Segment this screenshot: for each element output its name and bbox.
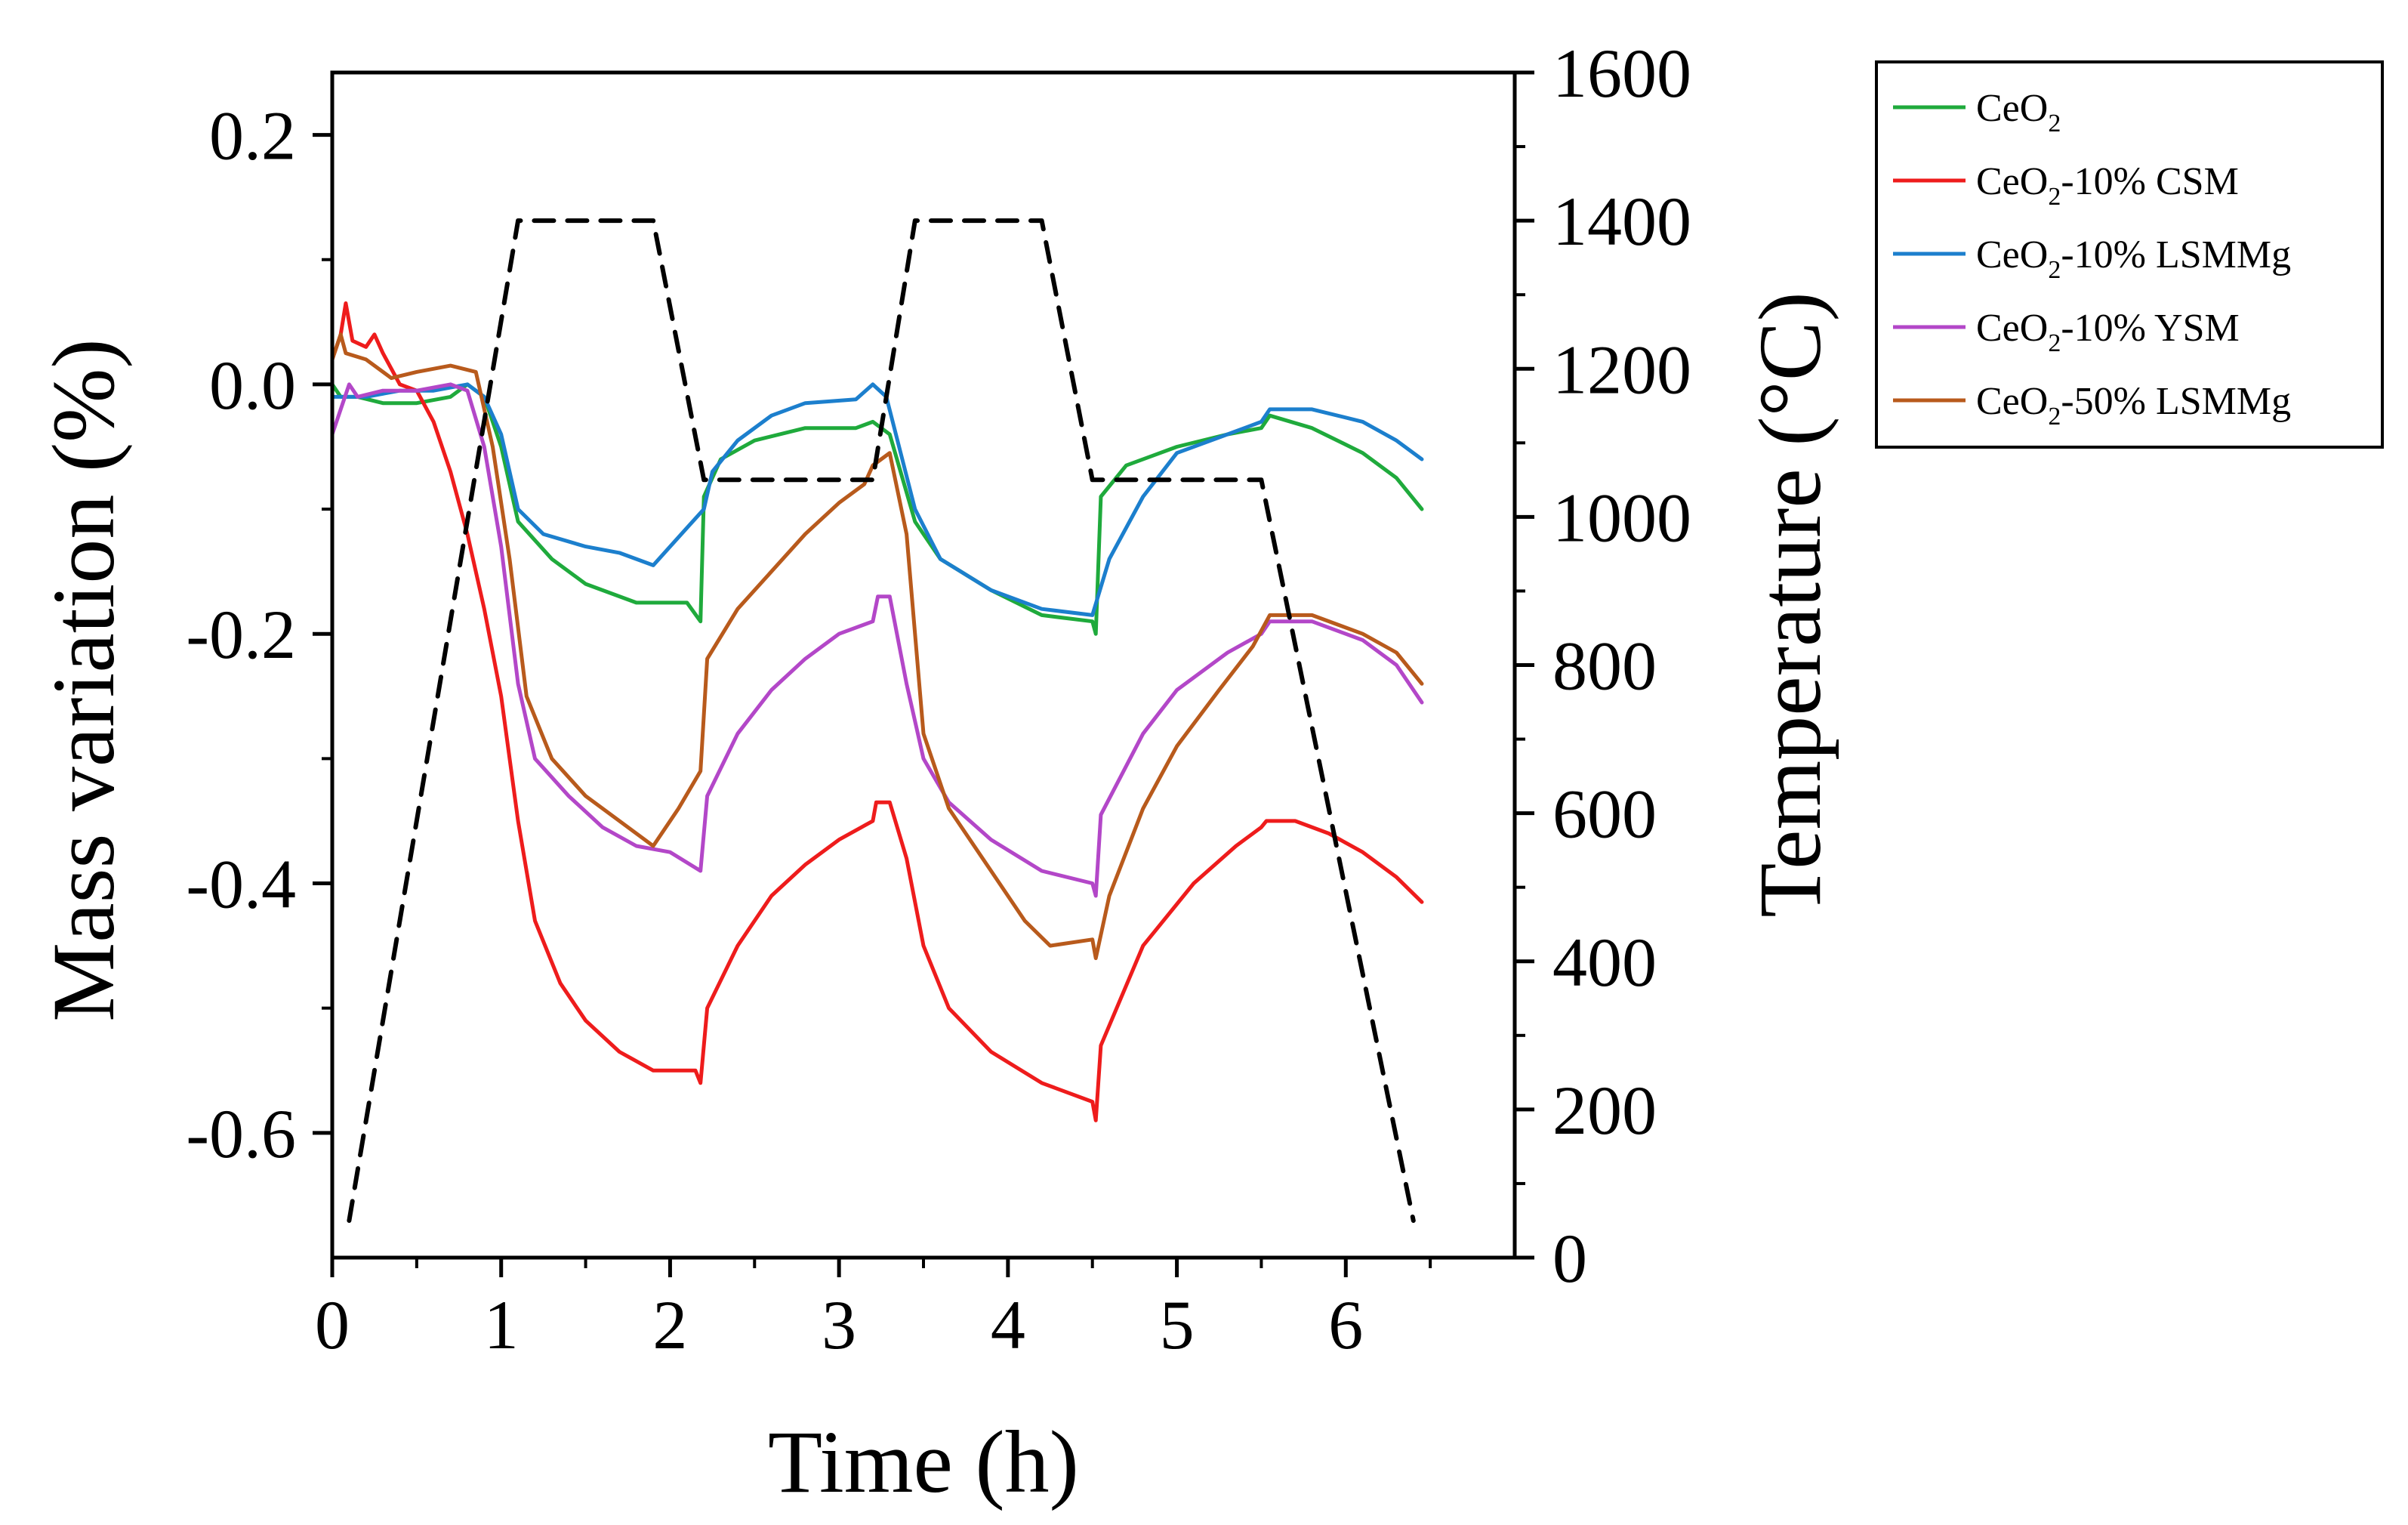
temperature-line [347,218,1416,1223]
y2-tick-label: 1200 [1552,331,1691,408]
y-tick-label: -0.2 [186,596,296,673]
y-axis-label: Mass variation (%) [34,338,133,1021]
series-line-3 [330,382,1424,898]
legend-entry-0: CeO2 [1976,87,2061,137]
y2-tick-label: 800 [1552,628,1657,705]
x-tick-label: 2 [652,1286,687,1363]
y-tick-label: -0.4 [186,846,296,923]
y2-tick-label: 600 [1552,776,1657,853]
y2-tick-label: 1600 [1552,35,1691,112]
y2-axis-label: Temperature (°C) [1740,292,1839,917]
series-line-2 [330,382,1424,617]
axes: 0 1 2 3 4 5 6 0.2 0.0 -0.2 -0.4 -0.6 0 200 400 600 800 10… [186,35,1691,1363]
legend: CeO2 CeO2-10% CSM CeO2-10% LSMMg CeO2-10% Y… [1875,60,2384,449]
y-tick-label: -0.6 [186,1095,296,1172]
y2-tick-label: 400 [1552,924,1657,1001]
plot-frame [330,70,1517,1260]
plot-area [330,218,1424,1223]
legend-entry-2: CeO2-10% LSMMg [1976,233,2291,284]
x-tick-label: 4 [991,1286,1025,1363]
y2-tick-label: 0 [1552,1220,1587,1297]
y-tick-label: 0.2 [209,97,296,174]
x-tick-label: 6 [1328,1286,1363,1363]
y-tick-label: 0.0 [209,347,296,424]
x-tick-label: 5 [1160,1286,1195,1363]
y2-tick-label: 200 [1552,1072,1657,1149]
y2-tick-label: 1000 [1552,479,1691,556]
series-line-4 [330,332,1424,961]
legend-entry-1: CeO2-10% CSM [1976,160,2239,211]
legend-entry-4: CeO2-50% LSMMg [1976,380,2291,431]
x-tick-label: 3 [822,1286,856,1363]
legend-entry-3: CeO2-10% YSM [1976,307,2240,357]
y2-tick-label: 1400 [1552,183,1691,260]
x-tick-label: 0 [315,1286,350,1363]
x-tick-label: 1 [484,1286,519,1363]
x-axis-label: Time (h) [768,1412,1079,1511]
